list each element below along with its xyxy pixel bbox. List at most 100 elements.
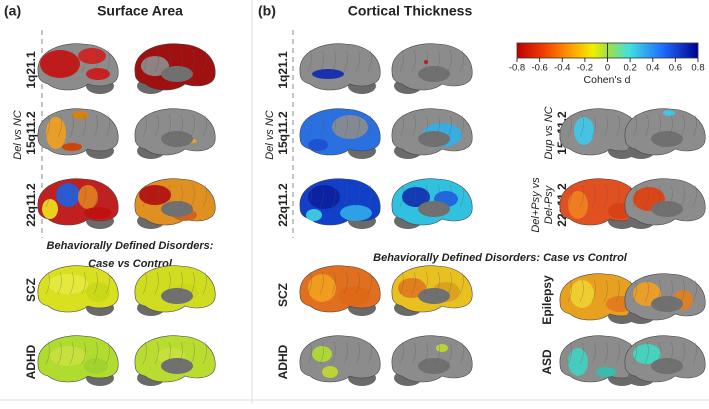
sulcus — [57, 114, 62, 138]
medial-wall — [161, 201, 193, 217]
sulcus — [591, 114, 596, 138]
sulcus — [632, 114, 637, 138]
brain — [37, 108, 119, 159]
sulcus — [343, 184, 348, 208]
medial-wall — [418, 66, 450, 82]
sulcus — [411, 49, 416, 73]
sulcus — [343, 271, 348, 295]
region — [56, 183, 80, 207]
sulcus — [656, 279, 661, 303]
section-title: Behaviorally Defined Disorders: — [47, 240, 214, 252]
sulcus — [447, 341, 452, 365]
region — [50, 346, 86, 366]
region — [308, 139, 328, 151]
medial-wall — [418, 358, 450, 374]
sulcus — [367, 271, 372, 295]
sulcus — [307, 114, 312, 138]
sulcus — [423, 341, 428, 365]
sulcus — [579, 114, 584, 138]
sulcus — [459, 49, 464, 73]
sulcus — [178, 271, 183, 295]
brain — [37, 178, 119, 229]
sulcus — [567, 114, 572, 138]
brain — [299, 335, 381, 386]
sulcus — [692, 184, 697, 208]
region — [570, 280, 594, 308]
sulcus — [435, 271, 440, 295]
sulcus — [190, 271, 195, 295]
sulcus — [668, 341, 673, 365]
sulcus — [105, 341, 110, 365]
sulcus — [668, 279, 673, 303]
sulcus — [367, 49, 372, 73]
sulcus — [142, 271, 147, 295]
sulcus — [45, 341, 50, 365]
sulcus — [166, 341, 171, 365]
panel-title: Cortical Thickness — [348, 3, 473, 19]
sulcus — [202, 184, 207, 208]
sulcus — [680, 114, 685, 138]
brain — [391, 43, 473, 94]
sulcus — [355, 184, 360, 208]
sulcus — [591, 279, 596, 303]
sulcus — [459, 341, 464, 365]
row-label: SCZ — [276, 283, 290, 307]
sulcus — [105, 271, 110, 295]
colorbar-tick-label: 0 — [605, 63, 610, 74]
panel-label: (b) — [258, 3, 276, 19]
region — [312, 346, 332, 362]
sulcus — [411, 184, 416, 208]
sulcus — [367, 341, 372, 365]
sulcus — [447, 49, 452, 73]
sulcus — [93, 114, 98, 138]
sulcus — [45, 184, 50, 208]
sulcus — [692, 341, 697, 365]
sulcus — [57, 184, 62, 208]
sulcus — [331, 114, 336, 138]
sulcus — [81, 341, 86, 365]
sulcus — [632, 341, 637, 365]
sulcus — [343, 114, 348, 138]
row-label: 15q11.2 — [24, 111, 38, 155]
sulcus — [69, 184, 74, 208]
sulcus — [644, 114, 649, 138]
sulcus — [69, 49, 74, 73]
brain-images — [37, 43, 706, 386]
row-label: ASD — [540, 349, 554, 375]
sulcus — [202, 114, 207, 138]
colorbar-tick-label: 0.2 — [624, 63, 637, 74]
sulcus — [656, 184, 661, 208]
medial-wall — [651, 131, 683, 147]
sulcus — [656, 114, 661, 138]
medial-wall — [418, 201, 450, 217]
region — [340, 205, 372, 221]
brain — [559, 335, 641, 386]
brain — [134, 265, 216, 316]
brain — [299, 108, 381, 159]
sulcus — [142, 184, 147, 208]
sulcus — [105, 114, 110, 138]
sulcus — [331, 271, 336, 295]
sulcus — [331, 184, 336, 208]
sulcus — [615, 341, 620, 365]
brain — [134, 43, 216, 94]
sulcus — [319, 49, 324, 73]
sulcus — [154, 49, 159, 73]
brain — [299, 43, 381, 94]
row-label: 22q11.2 — [276, 183, 290, 227]
colorbar-tick-label: -0.8 — [509, 63, 525, 74]
sulcus — [57, 341, 62, 365]
sulcus — [459, 184, 464, 208]
region — [308, 274, 336, 302]
sulcus — [367, 114, 372, 138]
group-label: Dup vs NC — [543, 106, 555, 159]
region — [42, 199, 58, 219]
sulcus — [166, 114, 171, 138]
region — [141, 56, 169, 76]
sulcus — [579, 279, 584, 303]
sulcus — [154, 114, 159, 138]
medial-wall — [161, 358, 193, 374]
section-title: Behaviorally Defined Disorders: Case vs … — [373, 252, 628, 264]
sulcus — [632, 279, 637, 303]
